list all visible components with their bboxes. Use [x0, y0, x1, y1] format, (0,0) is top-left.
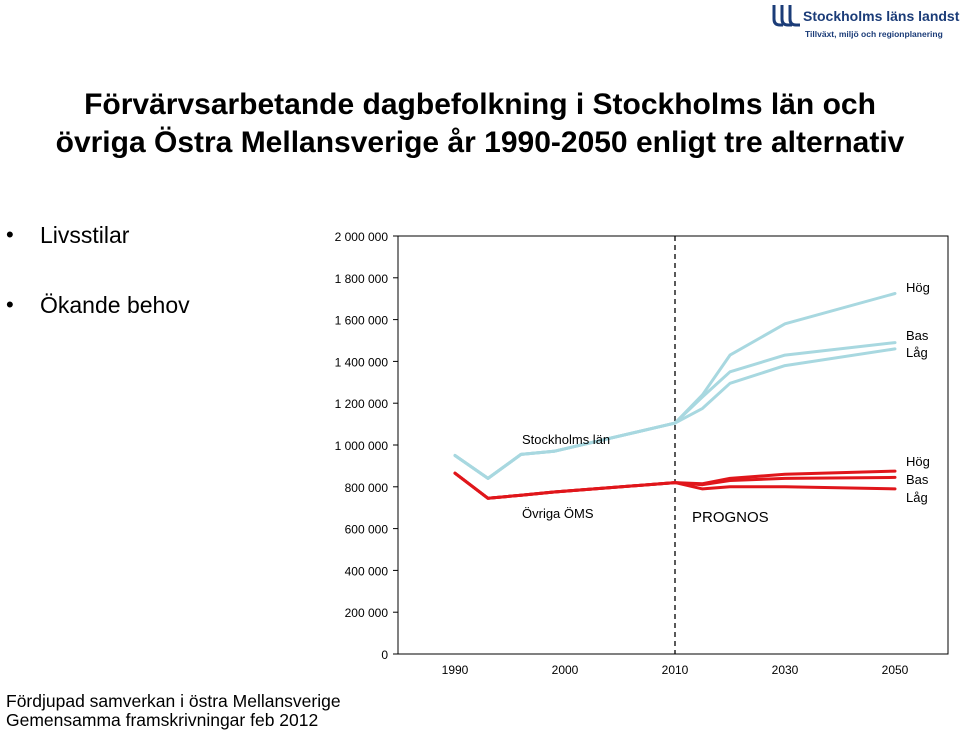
series-line-stockholm-2 — [453, 347, 897, 480]
logo-name: Stockholms läns landsting — [803, 8, 960, 24]
plot-frame — [397, 235, 949, 655]
x-tick-label: 2030 — [772, 663, 799, 677]
annotation-oms: Övriga ÖMS — [522, 506, 594, 521]
y-tick-label: 400 000 — [345, 564, 389, 578]
x-tick-label: 1990 — [442, 663, 469, 677]
y-tick-label: 0 — [381, 648, 388, 662]
y-tick-label: 1 400 000 — [335, 355, 389, 369]
label-stockholm-high: Hög — [906, 280, 930, 295]
annotation-stockholm: Stockholms län — [522, 432, 610, 447]
y-tick-label: 1 800 000 — [335, 272, 389, 286]
title-line-1: Förvärvsarbetande dagbefolkning i Stockh… — [84, 88, 876, 121]
label-oms-high: Hög — [906, 454, 930, 469]
label-stockholm-base: Bas — [906, 328, 929, 343]
footer-line-1: Fördjupad samverkan i östra Mellansverig… — [6, 691, 341, 711]
bullet-item-lifestyles: Livsstilar — [6, 218, 190, 288]
bullet-item-increasing-needs: Ökande behov — [6, 288, 190, 358]
footer-line-2: Gemensamma framskrivningar feb 2012 — [6, 710, 319, 730]
label-oms-low: Låg — [906, 490, 928, 505]
x-tick-label: 2000 — [552, 663, 579, 677]
y-tick-label: 1 600 000 — [335, 314, 389, 328]
bullet-list: Livsstilar Ökande behov — [6, 218, 190, 358]
y-tick-label: 1 000 000 — [335, 439, 389, 453]
footer: Fördjupad samverkan i östra Mellansverig… — [6, 692, 341, 730]
page-title: Förvärvsarbetande dagbefolkning i Stockh… — [0, 86, 960, 162]
series-line-oms-2 — [453, 471, 897, 500]
y-tick-label: 200 000 — [345, 606, 389, 620]
y-tick-label: 800 000 — [345, 481, 389, 495]
y-tick-label: 1 200 000 — [335, 397, 389, 411]
annotation-prognos: PROGNOS — [692, 509, 769, 526]
label-oms-base: Bas — [906, 472, 929, 487]
y-tick-label: 600 000 — [345, 523, 389, 537]
y-tick-label: 2 000 000 — [335, 230, 389, 244]
x-tick-label: 2050 — [882, 663, 909, 677]
title-line-2: övriga Östra Mellansverige år 1990-2050 … — [55, 126, 905, 159]
logo-tagline: Tillväxt, miljö och regionplanering — [805, 29, 943, 39]
logo: Stockholms läns landsting Tillväxt, milj… — [770, 0, 960, 42]
x-tick-label: 2010 — [662, 663, 689, 677]
logo-mark-icon — [772, 5, 800, 27]
label-stockholm-low: Låg — [906, 345, 928, 360]
